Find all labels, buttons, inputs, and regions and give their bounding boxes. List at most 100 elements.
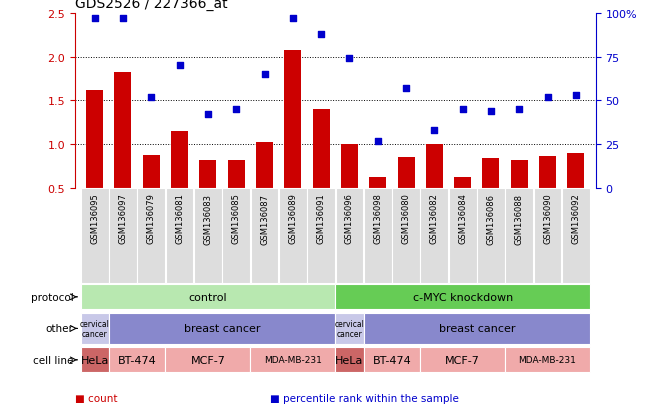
Point	[401, 85, 411, 92]
Bar	[256, 143, 273, 188]
Bar	[426, 145, 443, 188]
Text: HeLa: HeLa	[335, 355, 364, 365]
Bar	[279, 188, 307, 283]
Text: GSM136079: GSM136079	[146, 193, 156, 244]
Bar	[363, 347, 420, 373]
Text: GSM136082: GSM136082	[430, 193, 439, 244]
Text: GSM136087: GSM136087	[260, 193, 269, 244]
Text: GSM136089: GSM136089	[288, 193, 298, 244]
Bar	[568, 154, 585, 188]
Text: ■ percentile rank within the sample: ■ percentile rank within the sample	[270, 393, 459, 403]
Point	[288, 16, 298, 22]
Point	[259, 71, 270, 78]
Point	[146, 94, 156, 101]
Text: breast cancer: breast cancer	[184, 323, 260, 334]
Bar	[341, 145, 358, 188]
Text: GSM136091: GSM136091	[316, 193, 326, 244]
Bar	[534, 188, 561, 283]
Text: GSM136095: GSM136095	[90, 193, 99, 244]
Text: GSM136084: GSM136084	[458, 193, 467, 244]
Text: GSM136080: GSM136080	[402, 193, 411, 244]
Bar	[307, 188, 335, 283]
Text: GSM136097: GSM136097	[118, 193, 128, 244]
Text: c-MYC knockdown: c-MYC knockdown	[413, 292, 513, 302]
Bar	[335, 313, 363, 344]
Text: cell line: cell line	[33, 355, 74, 365]
Bar	[562, 188, 590, 283]
Point	[372, 138, 383, 145]
Text: GSM136086: GSM136086	[486, 193, 495, 244]
Point	[486, 108, 496, 115]
Bar	[449, 188, 477, 283]
Bar	[109, 313, 335, 344]
Text: protocol: protocol	[31, 292, 74, 302]
Text: GSM136085: GSM136085	[232, 193, 241, 244]
Bar	[335, 347, 363, 373]
Bar	[505, 347, 590, 373]
Bar	[511, 161, 528, 188]
Bar	[143, 155, 159, 188]
Bar	[81, 285, 335, 310]
Text: GSM136098: GSM136098	[373, 193, 382, 244]
Bar	[420, 347, 505, 373]
Bar	[251, 347, 335, 373]
Bar	[109, 188, 137, 283]
Bar	[228, 161, 245, 188]
Bar	[115, 73, 132, 188]
Point	[542, 94, 553, 101]
Bar	[81, 188, 109, 283]
Text: breast cancer: breast cancer	[439, 323, 515, 334]
Text: ■ count: ■ count	[75, 393, 117, 403]
Text: cervical
cancer: cervical cancer	[335, 319, 365, 338]
Text: HeLa: HeLa	[81, 355, 109, 365]
Text: MCF-7: MCF-7	[445, 355, 480, 365]
Bar	[81, 313, 109, 344]
Text: MDA-MB-231: MDA-MB-231	[519, 356, 577, 365]
Bar	[109, 347, 165, 373]
Text: GSM136092: GSM136092	[572, 193, 580, 244]
Bar	[251, 188, 279, 283]
Bar	[165, 347, 251, 373]
Point	[89, 16, 100, 22]
Text: other: other	[46, 323, 74, 334]
Bar	[539, 157, 556, 188]
Bar	[477, 188, 505, 283]
Bar	[284, 51, 301, 188]
Text: control: control	[189, 292, 227, 302]
Bar	[81, 347, 109, 373]
Bar	[166, 188, 193, 283]
Text: GSM136088: GSM136088	[515, 193, 524, 244]
Point	[344, 56, 355, 62]
Point	[429, 128, 439, 134]
Text: GSM136081: GSM136081	[175, 193, 184, 244]
Bar	[505, 188, 533, 283]
Bar	[86, 90, 103, 188]
Text: MDA-MB-231: MDA-MB-231	[264, 356, 322, 365]
Bar	[223, 188, 250, 283]
Bar	[363, 313, 590, 344]
Text: GSM136083: GSM136083	[203, 193, 212, 244]
Bar	[137, 188, 165, 283]
Bar	[369, 178, 386, 188]
Point	[571, 93, 581, 99]
Point	[118, 16, 128, 22]
Text: GSM136090: GSM136090	[543, 193, 552, 244]
Bar	[194, 188, 222, 283]
Bar	[335, 285, 590, 310]
Bar	[312, 110, 329, 188]
Text: cervical
cancer: cervical cancer	[79, 319, 109, 338]
Bar	[335, 188, 363, 283]
Bar	[454, 178, 471, 188]
Bar	[364, 188, 392, 283]
Bar	[482, 159, 499, 188]
Point	[202, 112, 213, 119]
Bar	[421, 188, 448, 283]
Point	[316, 31, 326, 38]
Bar	[171, 132, 188, 188]
Point	[458, 107, 468, 113]
Text: BT-474: BT-474	[372, 355, 411, 365]
Point	[174, 63, 185, 69]
Bar	[392, 188, 420, 283]
Bar	[398, 158, 415, 188]
Point	[231, 107, 242, 113]
